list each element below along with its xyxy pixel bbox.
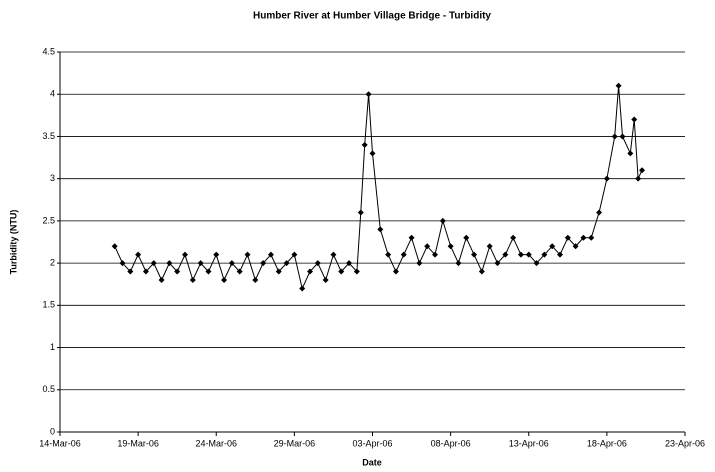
data-marker: [631, 116, 638, 123]
data-marker: [322, 277, 329, 283]
y-tick-label: 3.5: [42, 131, 55, 141]
x-tick-label: 03-Apr-06: [352, 438, 392, 448]
data-marker: [166, 260, 173, 267]
data-marker: [314, 260, 321, 267]
data-marker: [111, 243, 118, 250]
data-marker: [119, 260, 126, 267]
data-marker: [369, 150, 376, 157]
data-marker: [596, 209, 603, 216]
data-marker: [353, 268, 360, 275]
data-marker: [252, 277, 259, 283]
x-tick-label: 29-Mar-06: [274, 438, 316, 448]
chart-title: Humber River at Humber Village Bridge - …: [253, 11, 491, 22]
data-marker: [432, 251, 438, 258]
data-marker: [158, 277, 165, 283]
y-axis-title: Turbidity (NTU): [8, 210, 18, 275]
data-marker: [346, 260, 353, 267]
data-marker: [357, 209, 364, 216]
data-marker: [439, 217, 446, 224]
data-marker: [213, 251, 220, 258]
y-tick-label: 1: [50, 342, 55, 352]
data-marker: [471, 251, 478, 258]
data-marker: [525, 251, 532, 258]
data-marker: [221, 277, 228, 283]
data-marker: [338, 268, 345, 275]
data-marker: [603, 175, 610, 182]
data-marker: [564, 234, 571, 241]
data-marker: [267, 251, 274, 258]
y-tick-label: 3: [50, 173, 55, 183]
data-marker: [541, 251, 548, 258]
data-marker: [299, 285, 306, 292]
data-marker: [549, 243, 556, 250]
data-marker: [197, 260, 204, 267]
data-marker: [307, 268, 313, 275]
data-marker: [275, 268, 282, 275]
data-marker: [150, 260, 157, 267]
y-tick-label: 4: [50, 89, 55, 99]
y-tick-label: 2: [50, 257, 55, 267]
data-marker: [588, 234, 595, 241]
data-marker: [174, 268, 181, 275]
data-marker: [416, 260, 423, 267]
x-tick-label: 19-Mar-06: [117, 438, 159, 448]
data-marker: [502, 251, 509, 258]
data-marker: [392, 268, 399, 275]
y-tick-label: 4.5: [42, 46, 55, 56]
data-marker: [244, 251, 251, 258]
data-marker: [283, 260, 290, 267]
x-tick-label: 24-Mar-06: [195, 438, 237, 448]
data-marker: [455, 260, 462, 267]
data-marker: [580, 234, 587, 241]
data-marker: [533, 260, 540, 267]
x-tick-label: 18-Apr-06: [587, 438, 627, 448]
data-marker: [615, 82, 622, 89]
data-marker: [408, 234, 415, 241]
data-marker: [627, 150, 634, 157]
data-marker: [182, 251, 188, 258]
series-line: [114, 85, 643, 290]
data-marker: [365, 91, 372, 98]
y-tick-label: 0: [50, 426, 55, 436]
data-marker: [486, 243, 493, 250]
data-marker: [127, 268, 134, 275]
data-marker: [189, 277, 196, 283]
data-marker: [424, 243, 431, 250]
data-marker: [447, 243, 454, 250]
x-tick-label: 13-Apr-06: [509, 438, 549, 448]
data-marker: [557, 251, 563, 258]
data-marker: [619, 133, 626, 140]
y-tick-label: 2.5: [42, 215, 55, 225]
data-marker: [478, 268, 485, 275]
data-marker: [377, 226, 384, 233]
data-marker: [517, 251, 524, 258]
x-tick-label: 23-Apr-06: [665, 438, 705, 448]
x-tick-label: 08-Apr-06: [431, 438, 471, 448]
data-marker: [510, 234, 517, 241]
x-tick-label: 14-Mar-06: [39, 438, 81, 448]
data-marker: [385, 251, 392, 258]
data-marker: [330, 251, 337, 258]
data-marker: [494, 260, 501, 267]
y-tick-label: 1.5: [42, 300, 55, 310]
data-marker: [635, 175, 642, 182]
x-axis-title: Date: [362, 457, 382, 467]
data-marker: [572, 243, 579, 250]
data-marker: [205, 268, 212, 275]
data-marker: [260, 260, 267, 267]
data-marker: [228, 260, 235, 267]
data-marker: [361, 141, 368, 148]
data-marker: [400, 251, 407, 258]
data-marker: [135, 251, 142, 258]
data-marker: [639, 167, 646, 174]
data-marker: [236, 268, 243, 275]
y-tick-label: 0.5: [42, 384, 55, 394]
data-marker: [463, 234, 470, 241]
data-marker: [142, 268, 149, 275]
data-marker: [611, 133, 618, 140]
data-marker: [291, 251, 298, 258]
